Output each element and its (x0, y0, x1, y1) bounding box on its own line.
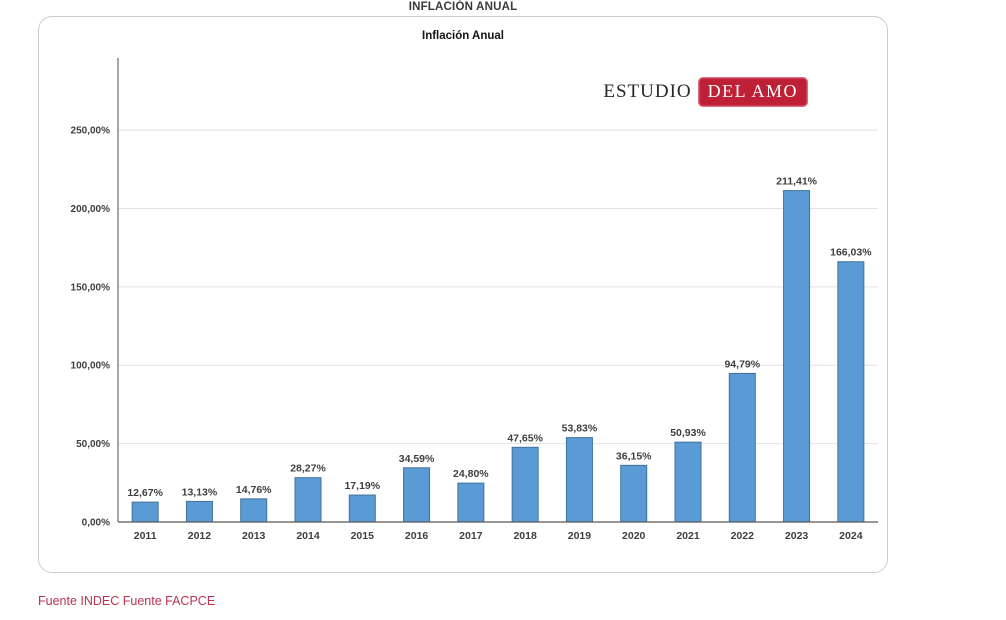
bar-value-label: 47,65% (507, 432, 543, 444)
x-tick-label: 2017 (459, 530, 483, 542)
bar-value-label: 17,19% (344, 480, 380, 492)
bar (403, 467, 431, 523)
x-tick-label: 2021 (676, 530, 700, 542)
y-tick-label: 100,00% (71, 361, 111, 372)
x-tick-label: 2014 (296, 530, 320, 542)
x-tick-label: 2012 (188, 530, 212, 542)
bar (783, 190, 811, 523)
estudio-del-amo-logo: ESTUDIO DEL AMO (603, 77, 808, 107)
x-tick-label: 2016 (405, 530, 429, 542)
bar (728, 372, 756, 523)
bar-value-label: 166,03% (830, 247, 872, 259)
bar-value-label: 14,76% (236, 484, 272, 496)
bar-value-label: 24,80% (453, 468, 489, 480)
bar (348, 494, 376, 523)
x-tick-label: 2015 (351, 530, 375, 542)
bar-value-label: 50,93% (670, 427, 706, 439)
y-tick-label: 250,00% (71, 126, 111, 137)
x-tick-label: 2019 (568, 530, 592, 542)
bar-chart: 0,00% 50,00% 100,00% 150,00% 200,00% 250,00% 1… (71, 58, 878, 542)
logo-text-estudio: ESTUDIO (603, 81, 692, 102)
bar-value-label: 94,79% (724, 358, 760, 370)
chart-card: Inflación Anual ESTUDIO DEL AMO 0,00% 50,… (38, 16, 888, 573)
bar-value-label: 53,83% (562, 423, 598, 435)
bar (457, 482, 485, 523)
bar (620, 464, 648, 523)
x-tick-label: 2018 (513, 530, 537, 542)
logo-badge-del-amo: DEL AMO (697, 77, 808, 107)
bar-value-label: 36,15% (616, 450, 652, 462)
bar (511, 446, 539, 523)
x-tick-label: 2011 (134, 530, 157, 542)
bar-value-label: 28,27% (290, 463, 326, 475)
y-tick-label: 50,00% (76, 439, 110, 450)
bar (837, 261, 865, 523)
bar-value-label: 13,13% (182, 486, 218, 498)
x-tick-label: 2022 (731, 530, 755, 542)
bar (565, 437, 593, 523)
y-tick-label: 200,00% (71, 204, 111, 215)
x-tick-label: 2013 (242, 530, 266, 542)
y-tick-label: 150,00% (71, 282, 111, 293)
bar (294, 477, 322, 523)
bar (674, 441, 702, 523)
bar-value-label: 12,67% (127, 487, 163, 499)
x-tick-label: 2023 (785, 530, 809, 542)
source-note: Fuente INDEC Fuente FACPCE (38, 594, 216, 608)
y-tick-label: 0,00% (82, 518, 110, 529)
page-title: INFLACIÓN ANUAL (408, 1, 518, 13)
bar-value-label: 34,59% (399, 453, 435, 465)
x-tick-label: 2024 (839, 530, 863, 542)
bar (185, 500, 213, 523)
bar (240, 498, 268, 523)
bar-value-label: 211,41% (776, 176, 818, 188)
x-tick-label: 2020 (622, 530, 646, 542)
bar (131, 501, 159, 523)
chart-title: Inflación Anual (422, 30, 504, 42)
